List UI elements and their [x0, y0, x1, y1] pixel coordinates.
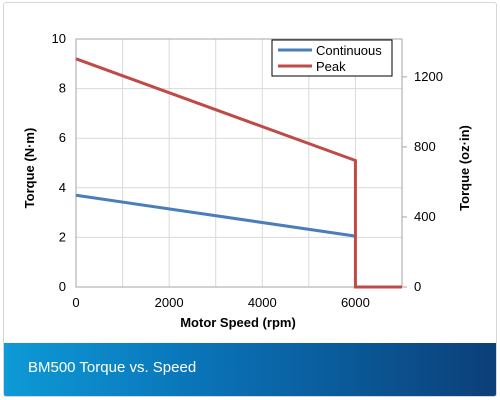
series-line-peak	[75, 57, 402, 289]
x-tick-label: 2000	[155, 295, 184, 310]
y2-axis-label: Torque (oz·in)	[457, 125, 472, 211]
tick-labels: 0 2 4 6 8 10 0 400 800 1200 0 2000 4000 6000	[52, 31, 443, 310]
legend-label-peak: Peak	[316, 59, 346, 74]
series-line-continuous	[75, 193, 356, 238]
y-tick-label: 2	[59, 229, 66, 244]
chart-card: 0 2 4 6 8 10 0 400 800 1200 0 2000 4000 6000 Torque (…	[3, 2, 497, 397]
y-tick-label: 10	[52, 31, 66, 46]
x-axis-label: Motor Speed (rpm)	[180, 315, 296, 330]
x-tick-label: 4000	[248, 295, 277, 310]
series-lines	[75, 57, 402, 289]
chart-caption: BM500 Torque vs. Speed	[28, 359, 197, 376]
y2-tick-label: 800	[414, 139, 436, 154]
legend-box	[271, 39, 393, 77]
y-tick-label: 0	[59, 279, 66, 294]
y2-tick-label: 0	[414, 279, 421, 294]
y2-tick-label: 400	[414, 209, 436, 224]
plot-border	[75, 38, 403, 288]
axes	[75, 38, 407, 288]
footer-bar: BM500 Torque vs. Speed	[4, 343, 496, 396]
y-axis-label: Torque (N·m)	[22, 128, 37, 209]
torque-speed-chart: 0 2 4 6 8 10 0 400 800 1200 0 2000 4000 6000 Torque (…	[22, 31, 472, 330]
y-tick-label: 6	[59, 130, 66, 145]
x-tick-label: 6000	[341, 295, 370, 310]
x-tick-label: 0	[72, 295, 79, 310]
y-tick-label: 8	[59, 81, 66, 96]
y-tick-label: 4	[59, 180, 66, 195]
y2-tick-label: 1200	[414, 69, 443, 84]
legend-label-continuous: Continuous	[316, 43, 382, 58]
